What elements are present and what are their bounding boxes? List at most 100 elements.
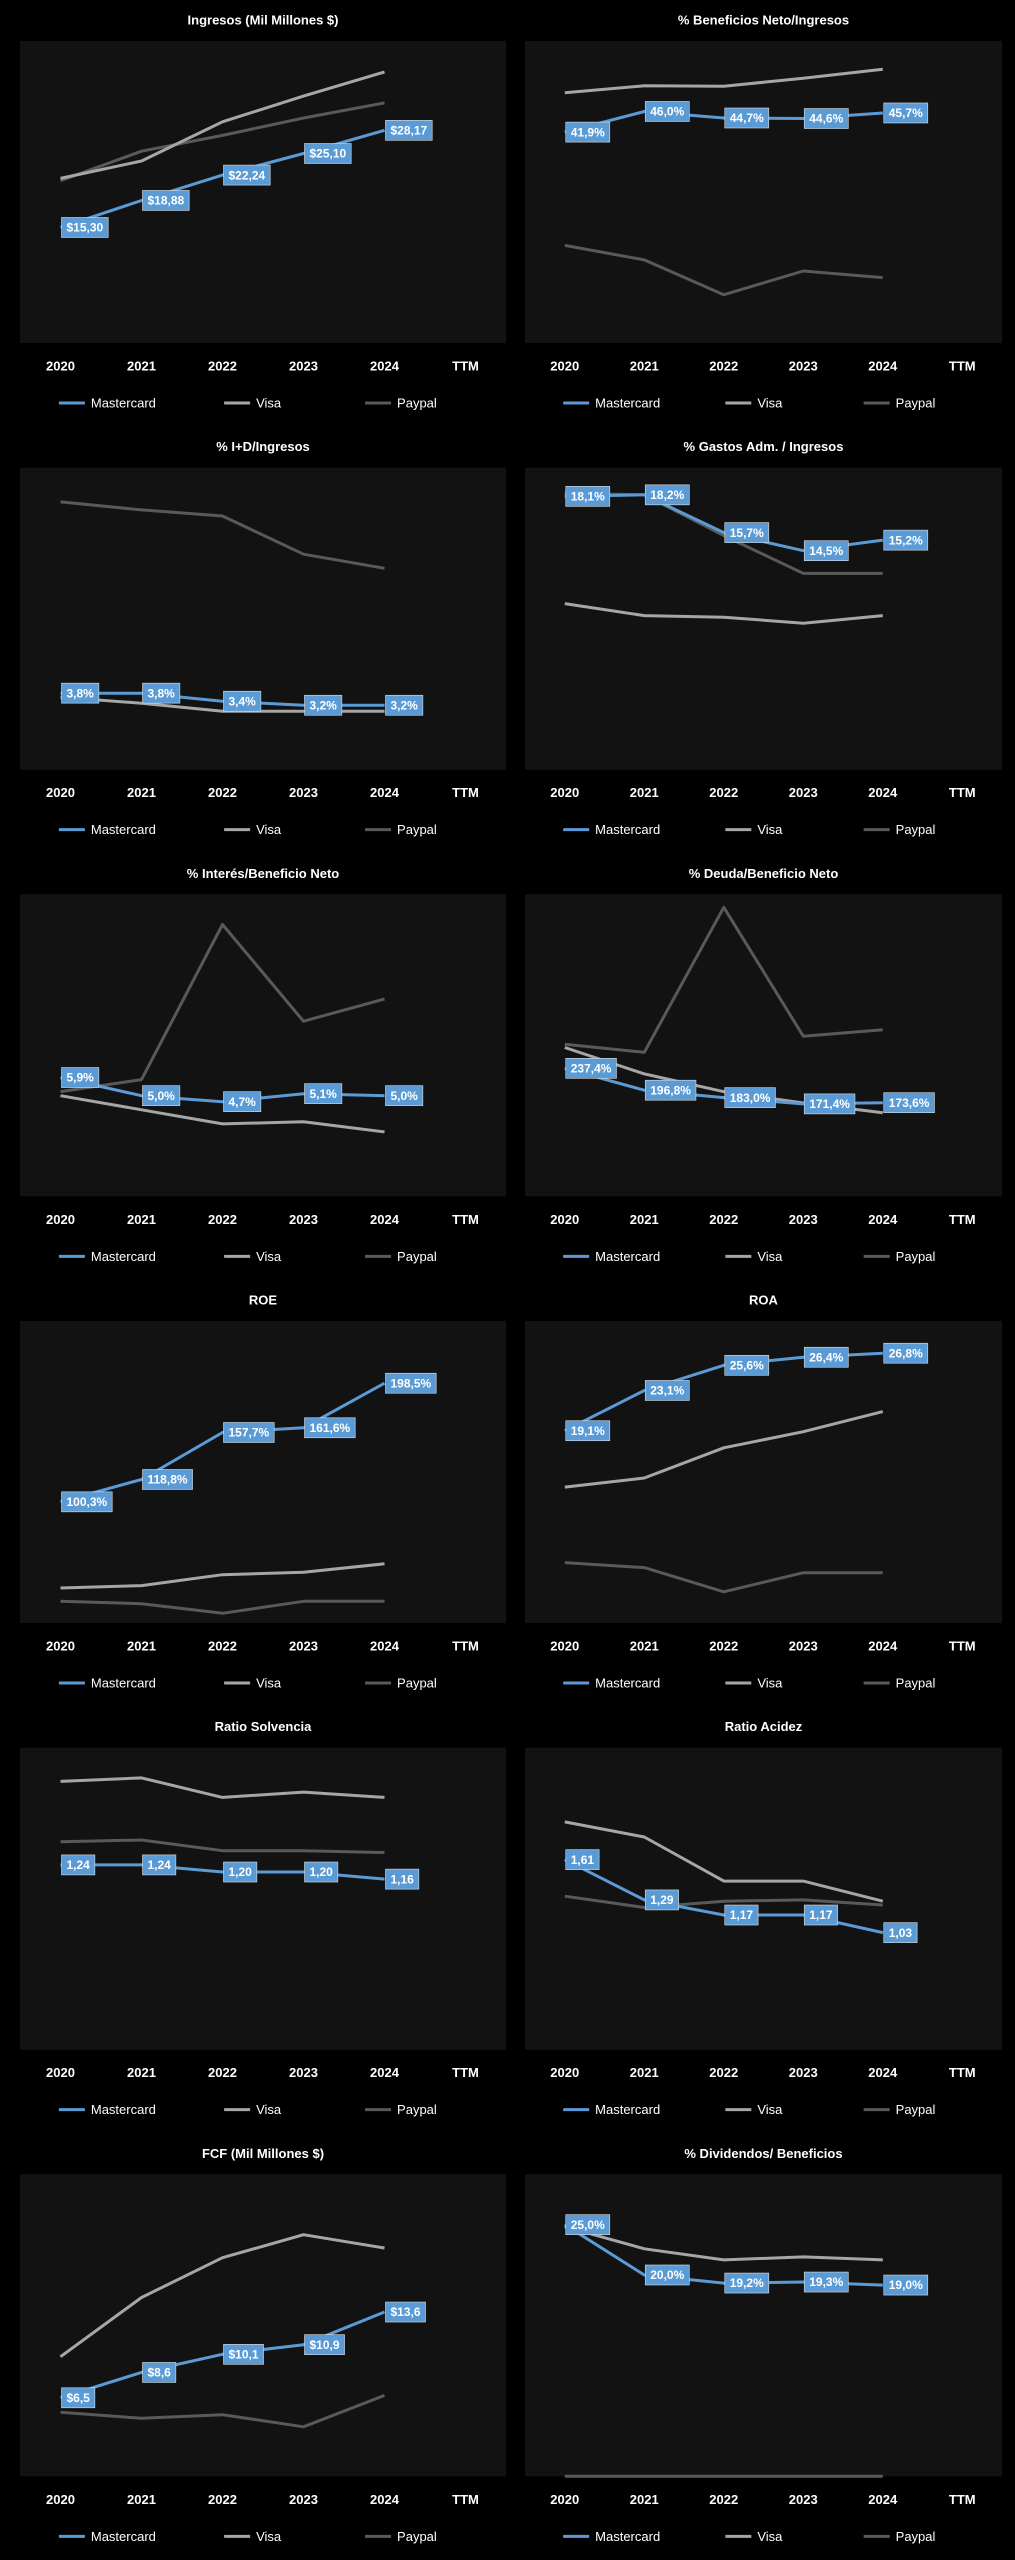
data-label: 23,1%: [650, 1384, 684, 1398]
chart-panel: % Deuda/Beneficio Neto 2020 2021 2022 2023 20…: [525, 866, 1002, 1264]
data-label: 5,9%: [67, 1071, 95, 1085]
chart-title: FCF (Mil Millones $): [202, 2146, 324, 2161]
plot-area: [20, 1321, 506, 1623]
data-label: 1,20: [229, 1865, 253, 1879]
data-label-box: [142, 1085, 181, 1106]
legend-label: Visa: [256, 2102, 282, 2117]
data-label: 3,2%: [310, 698, 338, 712]
legend-label: Visa: [256, 395, 282, 410]
chart-title: ROE: [249, 1292, 278, 1307]
data-label-box: [644, 484, 690, 506]
chart-panel: ROE 2020 2021 2022 2023 2024 TTM 100,3% 118,8% 15…: [20, 1292, 506, 1690]
legend-label: Mastercard: [595, 1249, 660, 1264]
series-line: [564, 905, 883, 1054]
x-tick-label: 2024: [868, 2065, 898, 2080]
series-line: [564, 1410, 884, 1489]
x-tick-label: 2022: [709, 2065, 738, 2080]
legend-label: Paypal: [896, 1249, 936, 1264]
x-tick-label: 2022: [208, 1212, 237, 1227]
x-tick-label: 2023: [789, 2492, 818, 2507]
data-label-box: [565, 1849, 600, 1870]
data-label-box: [565, 1420, 611, 1442]
legend-label: Visa: [757, 822, 783, 837]
data-label-box: [644, 1380, 690, 1401]
data-label-box: [883, 1922, 918, 1943]
data-label: 19,2%: [730, 2276, 764, 2290]
data-label: 18,2%: [650, 488, 684, 502]
data-label-box: [223, 2344, 264, 2365]
legend-label: Paypal: [397, 395, 437, 410]
plot-area: [20, 1747, 506, 2050]
data-label: 171,4%: [809, 1097, 850, 1111]
chart-panel: % Beneficios Neto/Ingresos 2020 2021 2022 20…: [525, 12, 1002, 410]
x-tick-label: 2022: [709, 358, 738, 373]
legend-label: Paypal: [397, 2529, 437, 2544]
series-line: [564, 1894, 883, 1909]
x-tick-label: 2024: [370, 358, 400, 373]
series-line: [60, 2310, 386, 2400]
data-label: 19,1%: [571, 1424, 605, 1438]
x-tick-label: 2021: [127, 1212, 156, 1227]
chart-panel: Ingresos (Mil Millones $) 2020 2021 2022 202…: [20, 12, 506, 410]
data-label: 1,24: [148, 1858, 172, 1872]
x-tick-label: 2021: [630, 358, 659, 373]
data-label-box: [385, 2301, 426, 2323]
legend-label: Mastercard: [91, 2529, 156, 2544]
x-tick-label: 2023: [289, 785, 318, 800]
series-line: [60, 500, 385, 570]
plot-area: [20, 2174, 506, 2477]
x-tick-label: 2022: [208, 2065, 237, 2080]
data-label: 1,24: [67, 1858, 91, 1872]
x-tick-label: 2024: [370, 1638, 400, 1653]
legend-label: Paypal: [896, 2102, 936, 2117]
data-label-box: [565, 2214, 611, 2235]
data-label-box: [61, 1854, 96, 1876]
series-line: [564, 1561, 883, 1594]
chart-panel: % Dividendos/ Beneficios 2020 2021 2022 2023…: [525, 2146, 1002, 2544]
data-label-box: [644, 1079, 697, 1101]
x-tick-label: TTM: [949, 1638, 976, 1653]
data-label: 173,6%: [889, 1096, 930, 1110]
legend-label: Mastercard: [91, 1675, 156, 1690]
plot-area: [20, 894, 506, 1197]
data-label: 1,61: [571, 1853, 595, 1867]
data-label-box: [803, 1346, 849, 1368]
x-tick-label: 2024: [370, 1212, 400, 1227]
data-label: 183,0%: [730, 1091, 771, 1105]
data-label-box: [724, 1354, 770, 1376]
data-label-box: [644, 1889, 679, 1911]
data-label-box: [385, 694, 424, 716]
legend-label: Paypal: [896, 2529, 936, 2544]
legend-label: Visa: [256, 1675, 282, 1690]
x-tick-label: TTM: [949, 2492, 976, 2507]
series-line: [564, 602, 883, 625]
legend-label: Visa: [757, 2529, 783, 2544]
data-label: 45,7%: [889, 106, 923, 120]
data-label: 15,2%: [889, 533, 923, 547]
x-tick-label: 2023: [289, 1638, 318, 1653]
x-tick-label: 2022: [709, 785, 738, 800]
data-label-box: [61, 217, 109, 238]
data-label-box: [142, 190, 190, 211]
data-label-box: [61, 682, 100, 704]
plot-area: [525, 41, 1002, 343]
x-tick-label: TTM: [452, 2492, 479, 2507]
chart-panel: Ratio Acidez 2020 2021 2022 2023 2024 TTM 1,61 1…: [525, 1719, 1002, 2117]
data-label-box: [883, 2274, 929, 2296]
data-label-box: [644, 2264, 690, 2286]
x-tick-label: 2020: [46, 2065, 75, 2080]
x-tick-label: TTM: [949, 2065, 976, 2080]
x-tick-label: TTM: [949, 785, 976, 800]
series-line: [564, 2225, 883, 2262]
x-tick-label: 2020: [550, 2065, 579, 2080]
x-tick-label: 2023: [289, 2492, 318, 2507]
x-tick-label: 2024: [868, 785, 898, 800]
chart-title: % Beneficios Neto/Ingresos: [678, 12, 849, 27]
data-label: $28,17: [391, 123, 428, 137]
chart-panel: FCF (Mil Millones $) 2020 2021 2022 2023 2024…: [20, 2146, 506, 2544]
legend-label: Visa: [256, 822, 282, 837]
chart-title: % Deuda/Beneficio Neto: [689, 866, 839, 881]
x-tick-label: 2024: [370, 2065, 400, 2080]
data-label: 26,4%: [809, 1350, 843, 1364]
series-line: [60, 1599, 385, 1615]
